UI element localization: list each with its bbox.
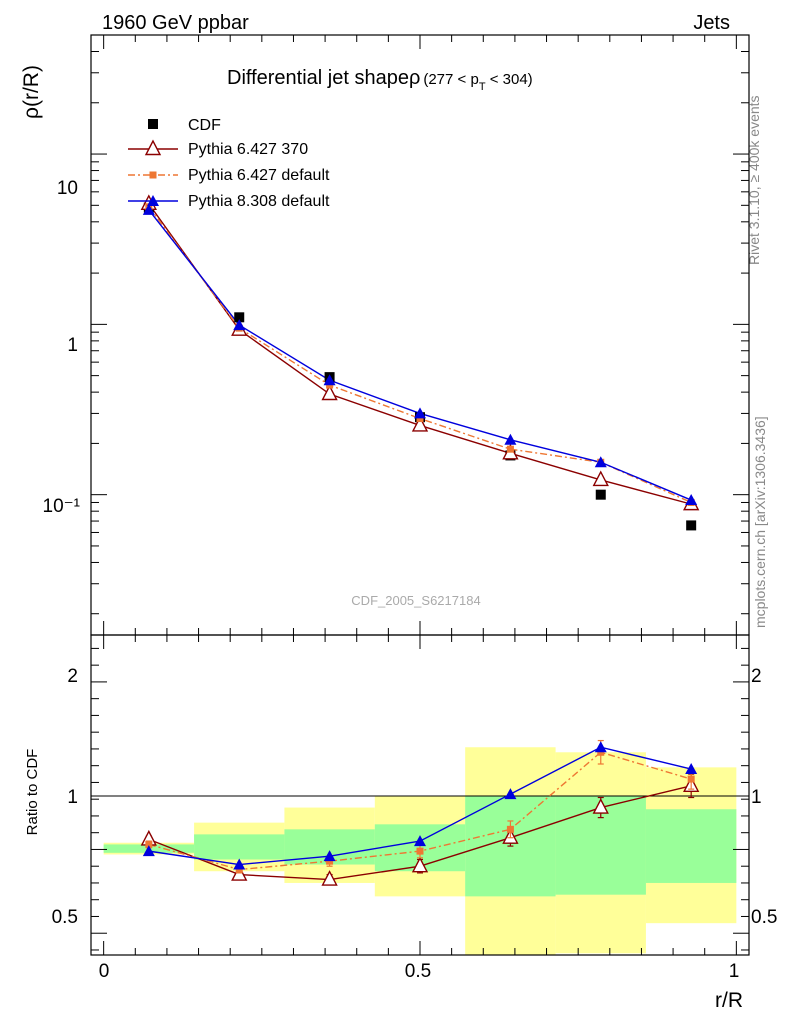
ratio-tick-2-right: 2 [751, 666, 762, 687]
plot-title-cut-sub: T [479, 81, 486, 93]
x-tick-0: 0 [99, 961, 110, 982]
plot-title-cut-open: (277 < p [423, 71, 478, 88]
legend-marker-pythia-6-427-370 [144, 139, 162, 156]
ratio-point-pythia-6-427-default-6 [687, 775, 695, 783]
header-process-label: Jets [693, 12, 730, 34]
point-pythia-8-308-default-3 [414, 407, 426, 419]
ratio-point-pythia-8-308-default-1 [233, 858, 246, 870]
point-pythia-6-427-370-2 [321, 384, 338, 401]
plot-title-cut-close: < 304) [486, 71, 533, 88]
ratio-point-pythia-8-308-default-3 [414, 835, 426, 847]
inner-band-1 [194, 834, 285, 860]
y-tick-10: 10 [57, 178, 78, 199]
ratio-point-pythia-6-427-default-3 [416, 847, 424, 855]
ratio-point-pythia-6-427-370-5 [592, 798, 609, 814]
legend: CDF Pythia 6.427 370 Pythia 6.427 defaul… [128, 117, 330, 210]
header-energy-label: 1960 GeV ppbar [102, 12, 249, 34]
line-pythia-6-427-default [148, 206, 692, 504]
legend-marker-cdf [148, 119, 158, 129]
ratio-point-pythia-6-427-default-2 [326, 857, 334, 865]
main-series-markers [140, 194, 700, 531]
ratio-point-pythia-8-308-default-6 [685, 763, 698, 775]
ratio-tick-2-left: 2 [67, 666, 78, 687]
point-cdf-6 [686, 520, 697, 531]
ratio-point-pythia-8-308-default-5 [594, 741, 607, 753]
y-tick-0p1: 10⁻¹ [43, 496, 81, 517]
point-pythia-8-308-default-0 [142, 203, 155, 215]
point-pythia-8-308-default-2 [323, 374, 336, 386]
legend-marker-pythia-8-308-default [147, 195, 159, 206]
ratio-point-pythia-8-308-default-4 [504, 788, 517, 800]
y-tick-1: 1 [67, 335, 78, 356]
y-axis-label: ρ(r/R) [20, 65, 43, 119]
point-pythia-8-308-default-5 [594, 456, 607, 468]
point-pythia-6-427-default-3 [416, 415, 424, 423]
legend-marker-pythia-6-427-default [149, 171, 157, 179]
x-axis-label: r/R [715, 989, 743, 1012]
ratio-point-pythia-6-427-default-1 [235, 866, 243, 874]
legend-label-pythia6-default: Pythia 6.427 default [188, 167, 330, 184]
ratio-point-pythia-6-427-default-5 [597, 748, 605, 756]
ratio-point-pythia-8-308-default-0 [142, 845, 155, 857]
ratio-point-pythia-6-427-370-2 [321, 870, 338, 886]
ratio-axis-label: Ratio to CDF [24, 749, 41, 836]
point-pythia-8-308-default-4 [504, 433, 517, 445]
ratio-tick-1-left: 1 [67, 787, 78, 808]
point-cdf-1 [234, 312, 245, 323]
x-tick-0p5: 0.5 [405, 961, 431, 982]
plot-title-main: Differential jet shapeρ [227, 67, 420, 89]
point-pythia-6-427-370-5 [592, 470, 609, 487]
point-cdf-5 [595, 489, 606, 500]
legend-symbols [128, 119, 178, 206]
line-pythia-6-427-370 [148, 203, 692, 505]
plot-title: Differential jet shapeρ (277 < pT < 304) [227, 67, 533, 93]
analysis-id-label: CDF_2005_S6217184 [351, 593, 480, 608]
ratio-tick-1-right: 1 [751, 787, 762, 808]
main-series-lines [148, 203, 692, 505]
ratio-tick-0p5-right: 0.5 [751, 907, 777, 928]
mcplots-label: mcplots.cern.ch [arXiv:1306.3436] [752, 416, 768, 628]
ratio-point-pythia-6-427-default-0 [145, 840, 153, 848]
point-pythia-6-427-default-4 [506, 445, 514, 453]
line-pythia-8-308-default [148, 209, 692, 501]
point-pythia-6-427-370-3 [411, 415, 429, 432]
point-pythia-8-308-default-1 [233, 319, 246, 331]
legend-label-pythia6-370: Pythia 6.427 370 [188, 141, 308, 158]
legend-label-pythia8-default: Pythia 8.308 default [188, 193, 330, 210]
ratio-point-pythia-8-308-default-2 [323, 850, 336, 862]
point-pythia-8-308-default-6 [685, 494, 698, 506]
ratio-tick-0p5-left: 0.5 [52, 907, 78, 928]
ratio-point-pythia-6-427-default-4 [506, 825, 514, 833]
ratio-series-markers [140, 739, 700, 886]
inner-band-6 [645, 809, 737, 883]
legend-label-cdf: CDF [188, 117, 221, 134]
axis-ticks [91, 34, 749, 955]
rivet-version-label: Rivet 3.1.10, ≥ 400k events [746, 95, 762, 265]
ratio-point-pythia-6-427-370-3 [411, 856, 429, 873]
x-tick-1: 1 [729, 961, 740, 982]
